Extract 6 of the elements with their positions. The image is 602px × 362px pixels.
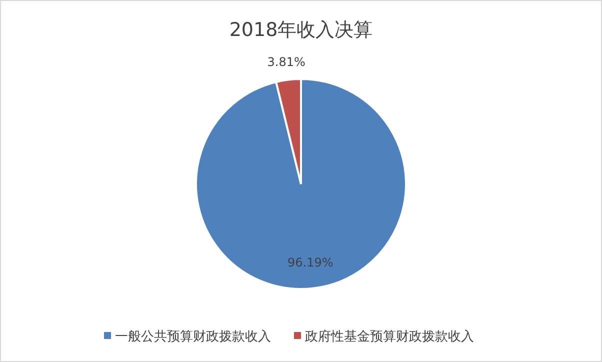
data-label: 96.19% bbox=[288, 255, 334, 270]
chart-title: 2018年收入决算 bbox=[229, 19, 373, 41]
data-label: 3.81% bbox=[267, 55, 306, 70]
legend-label: 政府性基金预算财政拨款收入 bbox=[305, 328, 474, 345]
legend-label: 一般公共预算财政拨款收入 bbox=[115, 330, 271, 345]
pie-slice bbox=[195, 78, 407, 290]
